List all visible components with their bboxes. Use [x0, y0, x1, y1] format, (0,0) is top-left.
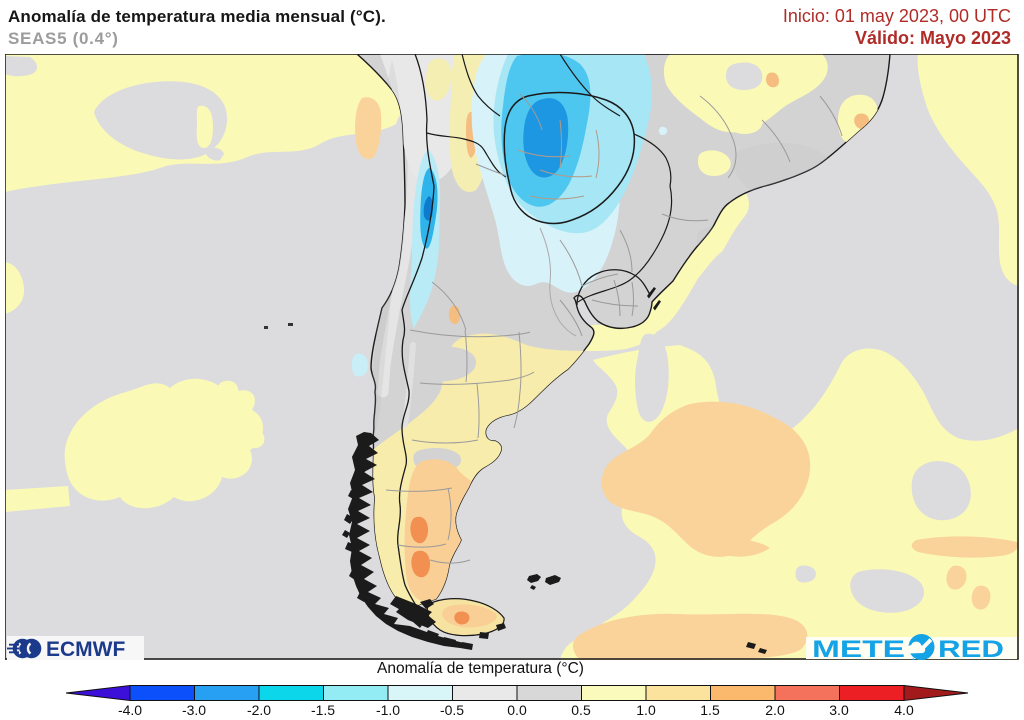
svg-text:RED: RED [938, 636, 1004, 660]
svg-text:METE: METE [812, 636, 905, 660]
svg-text:ECMWF: ECMWF [46, 638, 125, 660]
